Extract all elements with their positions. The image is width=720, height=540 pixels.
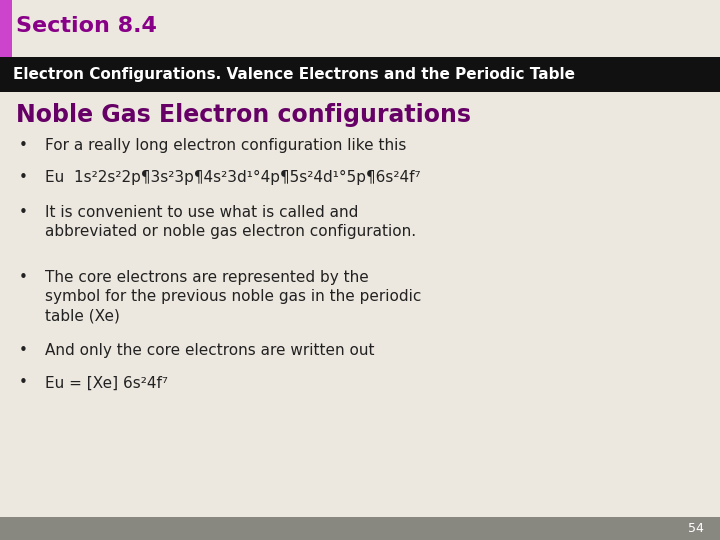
- Text: •: •: [19, 138, 27, 153]
- Text: •: •: [19, 343, 27, 358]
- FancyBboxPatch shape: [0, 0, 12, 57]
- Text: •: •: [19, 375, 27, 390]
- Text: For a really long electron configuration like this: For a really long electron configuration…: [45, 138, 406, 153]
- Text: Electron Configurations. Valence Electrons and the Periodic Table: Electron Configurations. Valence Electro…: [13, 67, 575, 82]
- Text: It is convenient to use what is called and
abbreviated or noble gas electron con: It is convenient to use what is called a…: [45, 205, 415, 239]
- Text: Eu = [Xe] 6s²4f⁷: Eu = [Xe] 6s²4f⁷: [45, 375, 168, 390]
- Text: Section 8.4: Section 8.4: [16, 16, 157, 36]
- Text: •: •: [19, 270, 27, 285]
- Text: •: •: [19, 170, 27, 185]
- Text: And only the core electrons are written out: And only the core electrons are written …: [45, 343, 374, 358]
- FancyBboxPatch shape: [0, 57, 720, 92]
- Text: Noble Gas Electron configurations: Noble Gas Electron configurations: [16, 103, 471, 126]
- Text: •: •: [19, 205, 27, 220]
- FancyBboxPatch shape: [0, 517, 720, 540]
- Text: 54: 54: [688, 522, 704, 535]
- Text: Eu  1s²2s²2p¶3s²3p¶4s²3d¹°4p¶5s²4d¹°5p¶6s²4f⁷: Eu 1s²2s²2p¶3s²3p¶4s²3d¹°4p¶5s²4d¹°5p¶6s…: [45, 170, 420, 185]
- Text: The core electrons are represented by the
symbol for the previous noble gas in t: The core electrons are represented by th…: [45, 270, 421, 323]
